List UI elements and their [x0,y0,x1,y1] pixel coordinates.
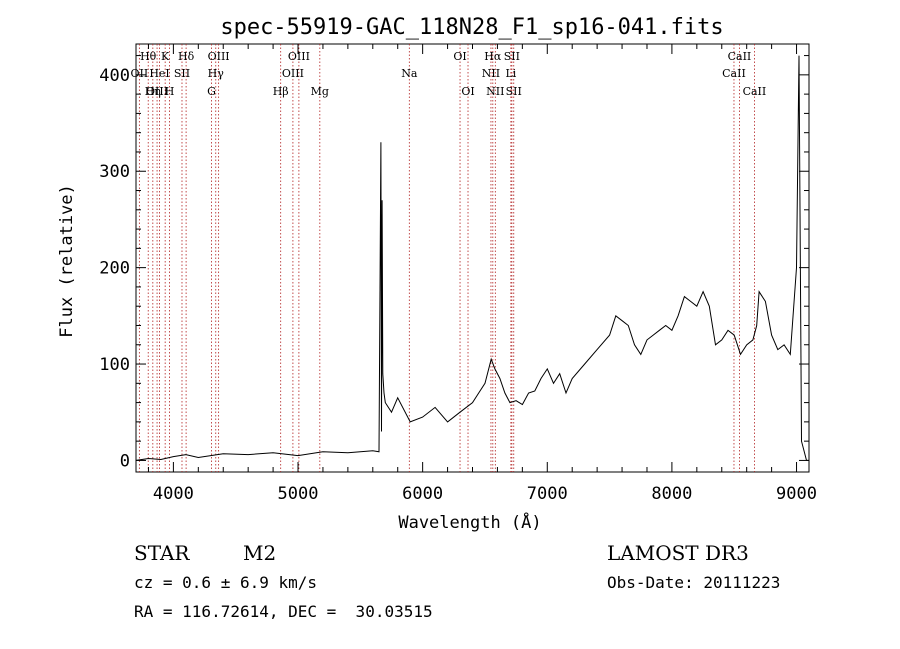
spectral-line-label: SII [504,50,520,63]
spectral-line-label: CaII [722,67,746,80]
y-tick-label: 200 [99,259,130,279]
redshift-info: cz = 0.6 ± 6.9 km/s [134,573,317,592]
spectrum-line [135,55,809,461]
object-class: STAR [134,541,190,565]
y-tick-label: 400 [99,66,130,86]
y-tick-label: 0 [120,451,130,471]
y-axis-label: Flux (relative) [57,184,77,338]
y-axis-ticks: 0 100 200 300 400 [99,55,809,471]
y-tick-label: 100 [99,355,130,375]
spectral-line-label: Hη [145,85,161,98]
spectral-line-label: Hγ [208,67,225,80]
spectral-line-label: Mg [311,85,329,98]
x-axis-ticks: 4000 5000 6000 7000 8000 9000 [147,44,817,504]
spectral-line-label: OII [131,67,149,80]
plot-area: Hθ OII OIII K HeI Hη SII H Hδ OIII Hγ G OIII OIII Hβ Mg… [99,43,817,504]
spectral-line-label: Li [505,67,516,80]
spectral-line-label: OI [461,85,474,98]
spectral-line-label: G [207,85,216,98]
spectral-line-label: CaII [728,50,752,63]
y-tick-label: 300 [99,162,130,182]
spectral-line-labels: Hθ OII OIII K HeI Hη SII H Hδ OIII Hγ G OIII OIII Hβ Mg… [131,50,767,98]
spectral-line-markers [138,44,755,472]
x-tick-label: 5000 [278,484,319,504]
x-tick-label: 8000 [651,484,692,504]
spectral-line-label: SII [174,67,190,80]
spectral-line-label: SII [506,85,522,98]
coordinates: RA = 116.72614, DEC = 30.03515 [134,602,433,621]
x-tick-label: 4000 [153,484,194,504]
spectral-line-label: Hθ [140,50,157,63]
spectral-line-label: CaII [743,85,767,98]
spectral-line-label: NII [486,85,504,98]
spectral-line-label: OIII [288,50,310,63]
spectral-line-label: K [161,50,170,63]
survey-name: LAMOST DR3 [607,541,749,565]
x-tick-label: 7000 [527,484,568,504]
spectral-line-label: OIII [208,50,230,63]
spectral-line-label: HeI [149,67,169,80]
spectral-line-label: Hβ [273,85,289,98]
x-tick-label: 6000 [402,484,443,504]
spectral-line-label: Hδ [178,50,195,63]
spectral-line-label: NII [482,67,500,80]
plot-frame [135,43,810,473]
x-axis-label: Wavelength (Å) [398,511,541,533]
x-tick-label: 9000 [776,484,817,504]
spectral-line-label: OIII [146,85,168,98]
observation-date: Obs-Date: 20111223 [607,573,780,592]
spectral-line-label: OIII [282,67,304,80]
spectral-line-label: Hα [484,50,502,63]
spectral-line-label: H [165,85,175,98]
spectral-line-label: OI [453,50,466,63]
chart-title: spec-55919-GAC_118N28_F1_sp16-041.fits [220,15,723,40]
object-subclass: M2 [243,541,276,565]
spectral-line-label: Na [401,67,418,80]
